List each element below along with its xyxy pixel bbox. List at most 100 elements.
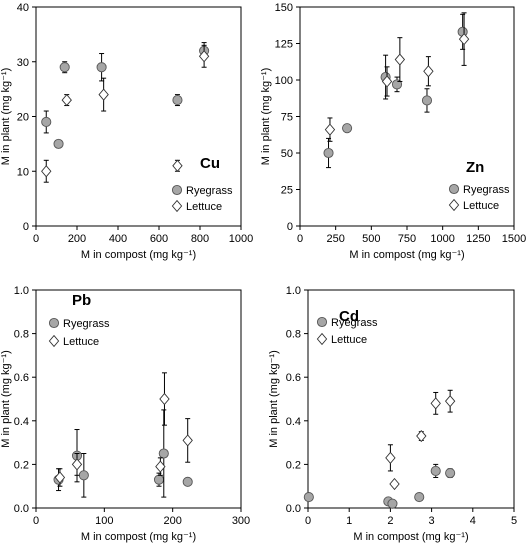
y-tick-label: 20 (17, 112, 29, 124)
data-point (421, 95, 433, 106)
x-tick-label: 750 (398, 233, 416, 245)
x-tick-label: 3 (429, 515, 435, 527)
data-point (54, 471, 66, 484)
data-point (389, 477, 400, 491)
data-point (430, 465, 441, 476)
panel-title: Cu (200, 155, 220, 172)
legend-label: Ryegrass (186, 185, 233, 197)
data-point (445, 468, 456, 479)
data-point (41, 165, 52, 178)
data-point (444, 395, 456, 408)
y-tick-label: 10 (17, 166, 29, 178)
x-tick-label: 5 (511, 515, 517, 527)
series-lettuce (54, 372, 193, 487)
y-tick-label: 25 (281, 185, 293, 197)
data-point (342, 123, 353, 134)
data-point (158, 448, 169, 459)
y-axis-label: M in plant (mg kg⁻¹) (0, 68, 12, 166)
series-ryegrass (53, 409, 193, 498)
data-point (61, 93, 72, 107)
y-tick-label: 0 (287, 221, 293, 233)
y-tick-label: 0 (23, 221, 29, 233)
x-tick-label: 600 (150, 233, 168, 245)
data-point (430, 397, 441, 410)
plot-frame (35, 289, 242, 509)
data-point (172, 95, 183, 106)
x-tick-label: 250 (326, 233, 344, 245)
y-axis-label: M in plant (mg kg⁻¹) (268, 350, 280, 448)
y-tick-label: 40 (17, 2, 29, 14)
y-tick-label: 0.2 (14, 459, 29, 471)
y-tick-label: 0.0 (14, 503, 29, 515)
data-point (98, 88, 109, 101)
y-tick-label: 0.0 (286, 503, 301, 515)
legend-label: Lettuce (63, 336, 99, 348)
x-tick-label: 0 (33, 515, 39, 527)
x-tick-label: 1000 (430, 233, 454, 245)
y-tick-label: 30 (17, 57, 29, 69)
data-point (53, 138, 64, 149)
y-tick-label: 0.6 (14, 372, 29, 384)
legend-marker (448, 183, 460, 195)
x-axis-label: M in compost (mg kg⁻¹) (81, 531, 196, 543)
legend-label: Ryegrass (63, 318, 110, 330)
legend-marker (171, 199, 183, 213)
legend-marker (48, 317, 60, 329)
legend-label: Lettuce (331, 334, 367, 346)
y-tick-label: 0.4 (14, 416, 29, 428)
legend-marker (316, 316, 328, 328)
legend-label: Lettuce (463, 200, 499, 212)
y-tick-label: 0.8 (14, 329, 29, 341)
y-tick-label: 75 (281, 112, 293, 124)
data-point (303, 492, 314, 503)
y-axis-label: M in plant (mg kg⁻¹) (260, 68, 272, 166)
series-ryegrass (323, 13, 468, 169)
panel-zn: 0 250 500 750 1000 1250 1500 0 25 50 75 100 125 150 M … (260, 2, 526, 261)
data-point (385, 451, 396, 464)
legend: Ryegrass Lettuce (316, 316, 378, 346)
data-point (59, 62, 70, 73)
data-point (324, 123, 336, 136)
x-axis-label: M in compost (mg kg⁻¹) (353, 531, 468, 543)
x-axis-label: M in compost (mg kg⁻¹) (81, 249, 196, 261)
data-point (391, 79, 403, 90)
data-point (323, 147, 334, 159)
x-tick-label: 1000 (229, 233, 253, 245)
legend-marker (316, 332, 328, 346)
x-tick-label: 1 (346, 515, 352, 527)
data-point (387, 498, 398, 509)
legend-label: Ryegrass (331, 317, 378, 329)
y-tick-label: 50 (281, 148, 293, 160)
plot-frame (307, 289, 515, 509)
data-point (96, 62, 107, 73)
x-tick-label: 0 (297, 233, 303, 245)
x-tick-label: 1500 (502, 233, 526, 245)
panel-cu: 0 200 400 600 800 1000 0 10 20 30 40 M in compost (… (0, 2, 253, 261)
y-tick-label: 0.4 (286, 416, 301, 428)
legend: Ryegrass Lettuce (448, 183, 510, 212)
data-point (416, 429, 427, 443)
x-tick-label: 200 (68, 233, 86, 245)
legend-marker (171, 184, 183, 196)
data-point (414, 492, 425, 503)
y-tick-label: 1.0 (286, 285, 301, 297)
y-tick-label: 0.6 (286, 372, 301, 384)
data-point (394, 53, 406, 66)
legend: Ryegrass Lettuce (48, 317, 110, 348)
y-tick-label: 150 (275, 2, 293, 14)
data-point (198, 50, 210, 63)
data-point (159, 392, 170, 406)
panel-title: Cd (339, 308, 359, 325)
data-point (153, 474, 165, 485)
series-lettuce (324, 12, 470, 142)
x-tick-label: 800 (191, 233, 209, 245)
panel-cd: 0 1 2 3 4 5 0.0 0.2 0.4 0.6 0.8 1.0 M in compost (mg… (268, 285, 517, 543)
data-point (41, 116, 52, 128)
series-lettuce (41, 44, 210, 183)
data-point (458, 33, 470, 46)
y-axis-label: M in plant (mg kg⁻¹) (0, 350, 12, 448)
data-point (423, 65, 434, 78)
x-tick-label: 400 (109, 233, 127, 245)
x-tick-label: 100 (95, 515, 113, 527)
